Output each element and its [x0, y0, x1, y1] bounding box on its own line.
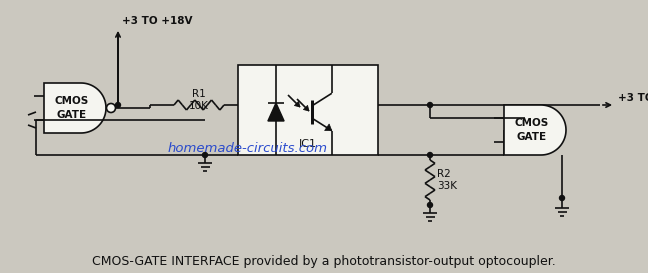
Text: +3 TO +18V: +3 TO +18V: [122, 16, 192, 26]
Polygon shape: [303, 105, 309, 111]
Circle shape: [428, 203, 432, 207]
Text: R1
10K: R1 10K: [189, 89, 209, 111]
Text: +3 TO +18V: +3 TO +18V: [618, 93, 648, 103]
Polygon shape: [325, 124, 332, 131]
Polygon shape: [504, 105, 566, 155]
Circle shape: [428, 102, 432, 108]
Text: CMOS
GATE: CMOS GATE: [515, 118, 549, 142]
Circle shape: [559, 195, 564, 200]
Circle shape: [106, 103, 115, 112]
Polygon shape: [44, 83, 106, 133]
Circle shape: [428, 153, 432, 158]
Polygon shape: [294, 101, 300, 107]
Polygon shape: [268, 103, 284, 121]
Text: CMOS
GATE: CMOS GATE: [55, 96, 89, 120]
Bar: [238, 65, 378, 155]
Circle shape: [115, 102, 121, 108]
Text: CMOS-GATE INTERFACE provided by a phototransistor-output optocoupler.: CMOS-GATE INTERFACE provided by a photot…: [92, 255, 556, 268]
Circle shape: [202, 153, 207, 158]
Text: IC1: IC1: [299, 139, 317, 149]
Text: R2
33K: R2 33K: [437, 169, 457, 191]
Text: homemade-circuits.com: homemade-circuits.com: [168, 141, 328, 155]
